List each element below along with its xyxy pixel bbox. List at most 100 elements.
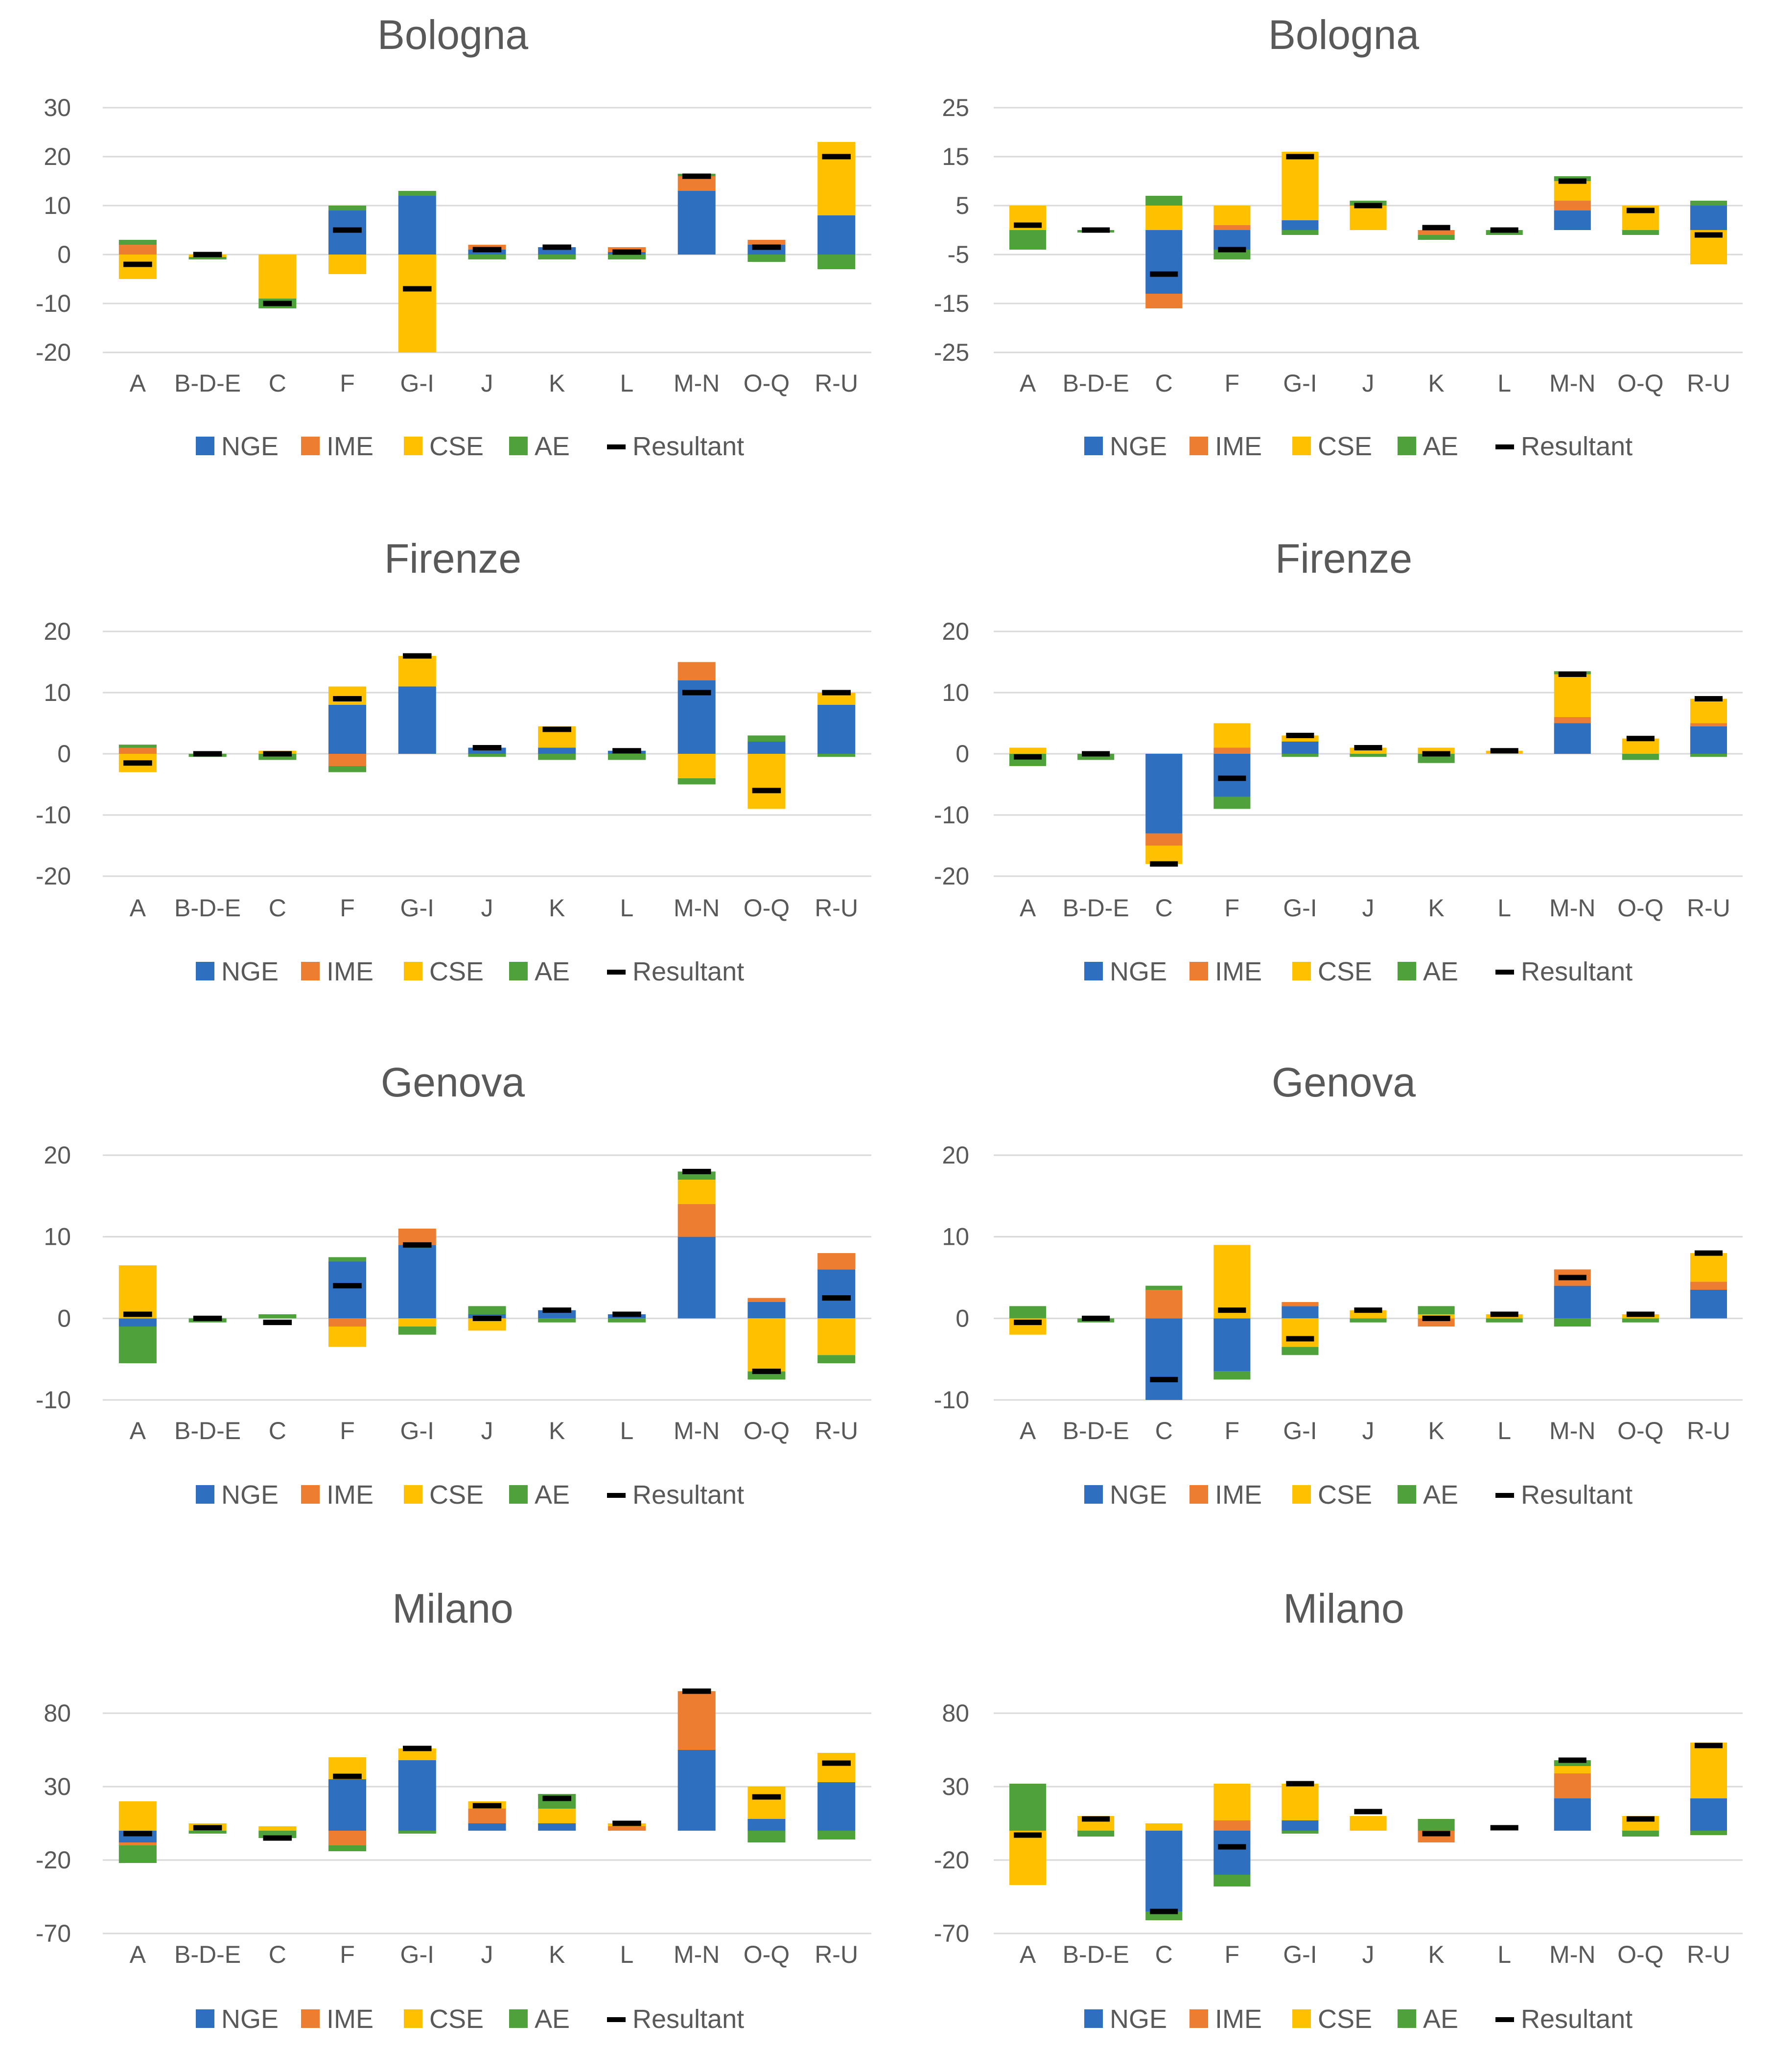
bar-ime-m-n	[677, 1691, 716, 1750]
y-tick-label: -20	[36, 862, 71, 890]
legend-label-cse: CSE	[1318, 1480, 1372, 1510]
y-tick-label: 30	[942, 1773, 969, 1800]
x-tick-label: B-D-E	[174, 1417, 241, 1444]
legend-swatch-resultant	[1495, 970, 1514, 975]
legend-label-ime: IME	[1215, 2004, 1262, 2034]
legend-label-ime: IME	[1215, 1480, 1262, 1510]
bar-ae-l	[607, 754, 646, 760]
bar-cse-f	[328, 686, 367, 705]
bar-nge-g-i	[398, 1760, 436, 1831]
legend-label-ae: AE	[535, 2004, 570, 2034]
bar-nge-c	[1145, 1318, 1183, 1400]
bar-cse-r-u	[817, 1753, 856, 1782]
legend-label-cse: CSE	[429, 1480, 484, 1510]
legend-label-ae: AE	[535, 1480, 570, 1510]
bar-ae-g-i	[398, 1327, 436, 1335]
legend-label-ae: AE	[1423, 432, 1458, 461]
bar-ae-o-q	[1622, 1831, 1659, 1837]
x-tick-label: G-I	[400, 1941, 434, 1968]
bar-cse-r-u	[817, 1318, 856, 1355]
bar-cse-f	[1213, 1245, 1251, 1319]
legend-swatch-resultant	[1495, 444, 1514, 449]
bar-cse-c	[1145, 845, 1183, 864]
x-tick-label: K	[1428, 894, 1444, 922]
bar-ae-l	[1486, 1318, 1523, 1323]
bar-ae-a	[1009, 230, 1047, 250]
x-tick-label: M-N	[1549, 894, 1595, 922]
bar-ae-g-i	[398, 191, 436, 196]
bar-ae-f	[328, 766, 367, 772]
chart-title: Bologna	[377, 12, 529, 58]
bar-ae-j	[1350, 1318, 1387, 1323]
y-tick-label: 10	[942, 1223, 969, 1251]
bar-nge-f	[1213, 1831, 1251, 1875]
legend-label-cse: CSE	[429, 2004, 484, 2034]
y-tick-label: -10	[36, 290, 71, 317]
bar-ime-j	[468, 1809, 506, 1823]
y-tick-label: -15	[934, 290, 969, 317]
legend-swatch-ime	[301, 2009, 320, 2028]
legend-label-resultant: Resultant	[632, 2004, 744, 2034]
bar-ime-f	[328, 1831, 367, 1845]
bar-ae-o-q	[747, 1831, 786, 1842]
y-tick-label: 25	[942, 94, 969, 121]
bar-nge-r-u	[1690, 1290, 1727, 1319]
bar-cse-r-u	[1690, 1743, 1727, 1798]
legend-label-ime: IME	[1215, 957, 1262, 986]
x-tick-label: O-Q	[1617, 1941, 1663, 1968]
x-tick-label: F	[340, 370, 355, 397]
bar-ime-c	[1145, 1290, 1183, 1319]
bar-nge-a	[118, 1318, 157, 1327]
legend-label-nge: NGE	[1110, 432, 1167, 461]
x-tick-label: J	[481, 1941, 493, 1968]
bar-ae-a	[118, 1327, 157, 1363]
y-tick-label: -10	[934, 1386, 969, 1414]
y-tick-label: 5	[956, 192, 969, 219]
legend-swatch-cse	[404, 437, 422, 455]
x-tick-label: O-Q	[1617, 1417, 1663, 1444]
legend-swatch-nge	[196, 2009, 214, 2028]
bar-nge-g-i	[398, 196, 436, 255]
legend-label-nge: NGE	[221, 957, 279, 986]
x-tick-label: M-N	[674, 370, 720, 397]
y-tick-label: -20	[36, 1846, 71, 1874]
chart-5: Genova -10 0 10 20 A B-D-E C F G-I J K L M-N O-Q R-U NGE…	[36, 1059, 871, 1510]
x-tick-label: F	[1225, 370, 1240, 397]
x-tick-label: R-U	[815, 1417, 858, 1444]
legend-label-ae: AE	[1423, 957, 1458, 986]
bar-ime-g-i	[1282, 1302, 1319, 1306]
bar-nge-m-n	[677, 1236, 716, 1319]
x-tick-label: A	[1020, 1417, 1036, 1444]
bar-ime-m-n	[677, 662, 716, 680]
bar-ae-l	[607, 255, 646, 259]
bar-nge-c	[1145, 230, 1183, 294]
bar-nge-r-u	[817, 705, 856, 754]
x-tick-label: F	[1225, 1941, 1240, 1968]
bar-cse-m-n	[1554, 181, 1591, 201]
x-tick-label: O-Q	[1617, 370, 1663, 397]
y-tick-label: -70	[934, 1920, 969, 1947]
bar-nge-m-n	[1554, 1798, 1591, 1831]
x-tick-label: O-Q	[744, 1417, 790, 1444]
x-tick-label: R-U	[815, 1941, 858, 1968]
bar-nge-m-n	[1554, 723, 1591, 754]
bar-ae-f	[328, 1845, 367, 1851]
legend-swatch-ae	[1398, 437, 1416, 455]
bar-cse-f	[1213, 1784, 1251, 1820]
x-tick-label: B-D-E	[174, 1941, 241, 1968]
y-tick-label: 30	[44, 1773, 71, 1800]
legend-swatch-resultant	[1495, 1493, 1514, 1498]
chart-8: Milano -70 -20 30 80 A B-D-E C F G-I J K L M-N O-Q R-U N…	[934, 1585, 1743, 2034]
legend-swatch-nge	[1084, 962, 1103, 980]
bar-ime-m-n	[1554, 1773, 1591, 1798]
legend-label-nge: NGE	[1110, 1480, 1167, 1510]
y-tick-label: -5	[948, 241, 969, 268]
legend-swatch-nge	[196, 1485, 214, 1504]
bar-ae-a	[118, 240, 157, 245]
x-tick-label: L	[620, 1417, 634, 1444]
x-tick-label: A	[1020, 1941, 1036, 1968]
bar-ae-k	[1418, 1306, 1455, 1314]
x-tick-label: G-I	[400, 1417, 434, 1444]
bar-ae-j	[468, 754, 506, 757]
bar-cse-o-q	[747, 1787, 786, 1819]
